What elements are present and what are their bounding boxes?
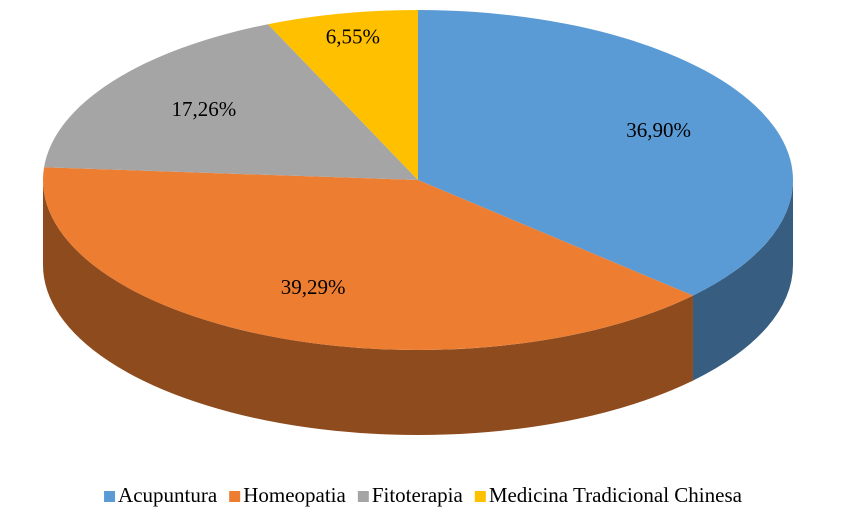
data-label: 6,55% xyxy=(326,24,380,48)
legend-label: Medicina Tradicional Chinesa xyxy=(489,483,743,507)
legend-swatch xyxy=(357,491,369,502)
legend-swatch xyxy=(229,491,241,502)
legend-label: Homeopatia xyxy=(243,483,346,507)
legend-swatch xyxy=(104,491,116,502)
slice xyxy=(44,24,419,181)
slice-side xyxy=(692,180,793,381)
slice-side xyxy=(43,180,693,435)
data-label: 36,90% xyxy=(626,118,691,142)
legend-label: Acupuntura xyxy=(118,483,218,507)
slice xyxy=(42,167,693,351)
slice xyxy=(418,10,793,296)
data-label: 17,26% xyxy=(172,97,237,121)
slice xyxy=(267,10,418,180)
data-label: 39,29% xyxy=(281,275,346,299)
legend-swatch xyxy=(474,491,486,502)
legend-label: Fitoterapia xyxy=(372,483,464,507)
